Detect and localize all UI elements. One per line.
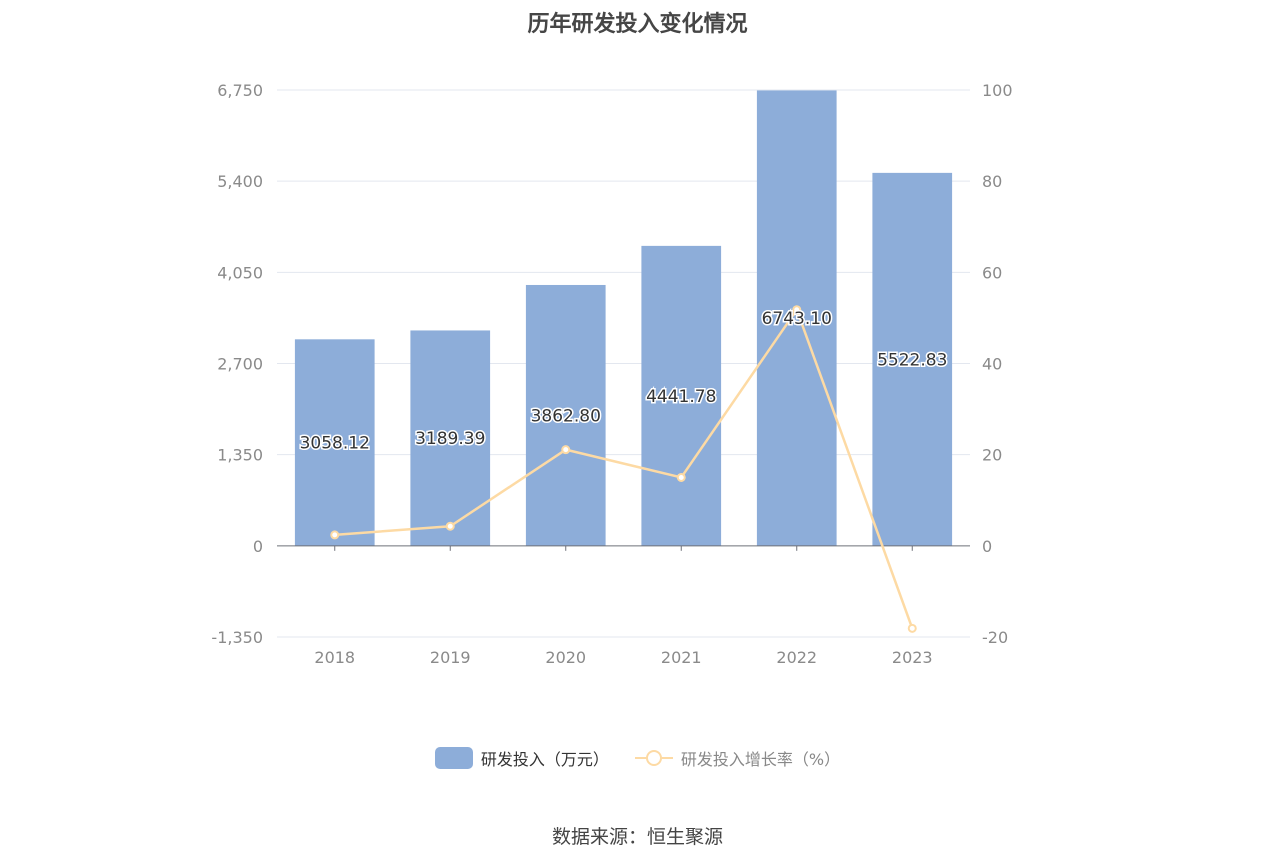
bar-value-label-2020: 3862.80: [531, 406, 601, 426]
bar-2020: [525, 284, 606, 546]
bar-value-label-2021: 4441.78: [646, 387, 716, 407]
legend-bar-swatch-icon: [434, 747, 473, 769]
y-left-tick-label: 6,750: [217, 81, 263, 100]
x-tick-label: 2023: [892, 648, 933, 667]
y-right-tick-label: 0: [982, 537, 992, 556]
growth-rate-point-2019: [445, 521, 455, 531]
chart-title: 历年研发投入变化情况: [527, 12, 748, 37]
y-left-tick-label: 1,350: [217, 446, 263, 465]
y-right-tick-label: 80: [982, 172, 1002, 191]
legend-label-growth-rate: 研发投入增长率（%）: [680, 750, 841, 769]
bar-value-label-2022: 6743.10: [762, 309, 832, 329]
x-tick-label: 2021: [661, 648, 702, 667]
growth-rate-point-2020: [561, 445, 571, 455]
bar-value-label-2023: 5522.83: [877, 350, 947, 370]
y-right-tick-label: -20: [982, 628, 1008, 647]
x-tick-label: 2019: [430, 648, 471, 667]
y-left-tick-label: 2,700: [217, 355, 263, 374]
y-left-tick-label: -1,350: [211, 628, 263, 647]
x-tick-label: 2020: [545, 648, 586, 667]
legend-item-growth-rate[interactable]: 研发投入增长率（%）: [634, 746, 841, 770]
y-right-tick-label: 20: [982, 446, 1002, 465]
y-left-tick-label: 0: [253, 537, 263, 556]
x-tick-label: 2022: [776, 648, 817, 667]
bar-value-label-2019: 3189.39: [415, 429, 485, 449]
y-left-tick-label: 4,050: [217, 263, 263, 282]
y-right-tick-label: 40: [982, 355, 1002, 374]
bar-2021: [641, 245, 722, 546]
growth-rate-point-2023: [907, 623, 917, 633]
data-source-note: 数据来源：恒生聚源: [551, 826, 723, 848]
growth-rate-point-2018: [330, 530, 340, 540]
legend-line-swatch-icon: [634, 747, 673, 769]
bar-2023: [872, 172, 953, 546]
growth-rate-point-2021: [676, 472, 686, 482]
legend-item-rd-investment[interactable]: 研发投入（万元）: [434, 746, 609, 770]
y-left-tick-label: 5,400: [217, 172, 263, 191]
x-tick-label: 2018: [314, 648, 355, 667]
y-right-tick-label: 60: [982, 263, 1002, 282]
legend-label-rd-investment: 研发投入（万元）: [480, 750, 609, 769]
growth-rate-point-2022: [792, 305, 802, 315]
legend: 研发投入（万元） 研发投入增长率（%）: [0, 746, 1275, 770]
bar-value-label-2018: 3058.12: [300, 434, 370, 454]
bar-2022: [756, 90, 837, 546]
bar-2018: [294, 339, 375, 546]
growth-rate-line: [334, 308, 914, 629]
y-right-tick-label: 100: [982, 81, 1013, 100]
